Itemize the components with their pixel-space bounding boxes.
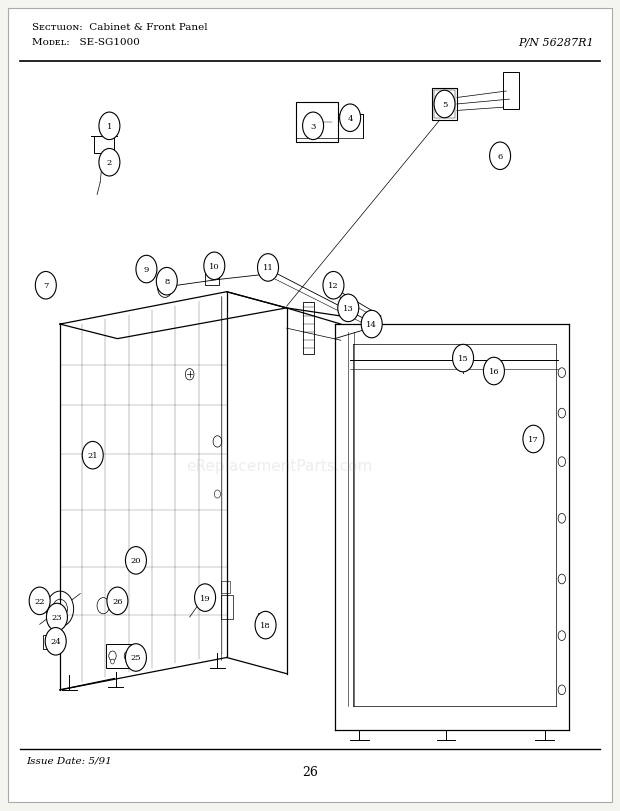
Circle shape [434,91,455,118]
Circle shape [484,358,505,385]
Circle shape [453,345,474,372]
Bar [303,303,314,355]
Text: P/N 56287R1: P/N 56287R1 [518,38,594,48]
Circle shape [99,149,120,177]
Circle shape [523,426,544,453]
Text: 19: 19 [200,594,210,602]
Text: 2: 2 [107,159,112,167]
Circle shape [126,659,130,664]
Text: 24: 24 [50,637,61,646]
Circle shape [257,255,278,282]
Text: Mᴏᴅᴇʟ:   SE-SG1000: Mᴏᴅᴇʟ: SE-SG1000 [32,38,140,47]
Circle shape [213,436,222,448]
Circle shape [53,599,68,619]
Circle shape [558,574,565,584]
Text: 25: 25 [131,654,141,662]
Text: 7: 7 [43,282,48,290]
Text: 14: 14 [366,320,377,328]
Circle shape [558,514,565,524]
Text: 21: 21 [87,452,98,460]
Text: 26: 26 [112,597,123,605]
Text: 11: 11 [263,264,273,272]
Text: Issue Date: 5/91: Issue Date: 5/91 [26,756,112,765]
Circle shape [46,591,74,627]
Text: 1: 1 [107,122,112,131]
Bar [205,272,219,286]
Circle shape [46,603,68,631]
Text: 13: 13 [343,304,353,312]
Text: 22: 22 [34,597,45,605]
Text: 12: 12 [328,282,339,290]
Text: 4: 4 [347,114,353,122]
Bar [198,588,210,606]
Text: 15: 15 [458,354,469,363]
Text: 23: 23 [51,613,62,621]
Circle shape [108,651,116,661]
Circle shape [45,628,66,655]
Text: 9: 9 [144,266,149,274]
Text: 3: 3 [311,122,316,131]
Text: Sᴇᴄᴛɯᴏɴ:  Cabinet & Front Panel: Sᴇᴄᴛɯᴏɴ: Cabinet & Front Panel [32,24,208,32]
Circle shape [82,442,104,470]
Text: 10: 10 [209,263,219,271]
Circle shape [558,457,565,467]
Text: 8: 8 [164,278,169,285]
Circle shape [323,272,344,299]
Bar [296,102,339,143]
Circle shape [125,547,146,574]
Circle shape [340,105,361,132]
Text: eReplacementParts.com: eReplacementParts.com [186,459,373,474]
Circle shape [490,143,511,170]
Bar [94,137,113,153]
Text: 20: 20 [131,556,141,564]
Circle shape [459,351,467,363]
Circle shape [124,651,131,661]
Text: 6: 6 [497,152,503,161]
Circle shape [29,587,50,615]
Bar [43,635,59,650]
Text: 16: 16 [489,367,499,375]
Circle shape [107,587,128,615]
Circle shape [156,268,177,295]
Circle shape [303,113,324,140]
Circle shape [35,272,56,299]
Circle shape [110,659,114,664]
Circle shape [97,598,109,614]
Bar [257,613,271,633]
Text: 5: 5 [442,101,447,109]
Circle shape [558,631,565,641]
Circle shape [195,584,216,611]
Text: 18: 18 [260,621,271,629]
Circle shape [558,368,565,378]
Circle shape [157,279,172,298]
Circle shape [558,409,565,418]
Circle shape [162,285,168,292]
Circle shape [215,491,221,499]
Text: 17: 17 [528,436,539,444]
Circle shape [204,253,225,281]
Circle shape [361,311,382,338]
Circle shape [125,644,146,672]
Bar [221,581,230,593]
Circle shape [99,113,120,140]
Bar [434,91,455,118]
Circle shape [255,611,276,639]
Bar [432,88,457,121]
Bar [503,73,518,109]
Bar [221,595,233,620]
Circle shape [185,369,194,380]
Circle shape [338,294,359,322]
Circle shape [136,256,157,284]
Bar [106,644,134,668]
FancyBboxPatch shape [7,10,613,801]
Text: 26: 26 [302,765,318,778]
Circle shape [558,685,565,695]
